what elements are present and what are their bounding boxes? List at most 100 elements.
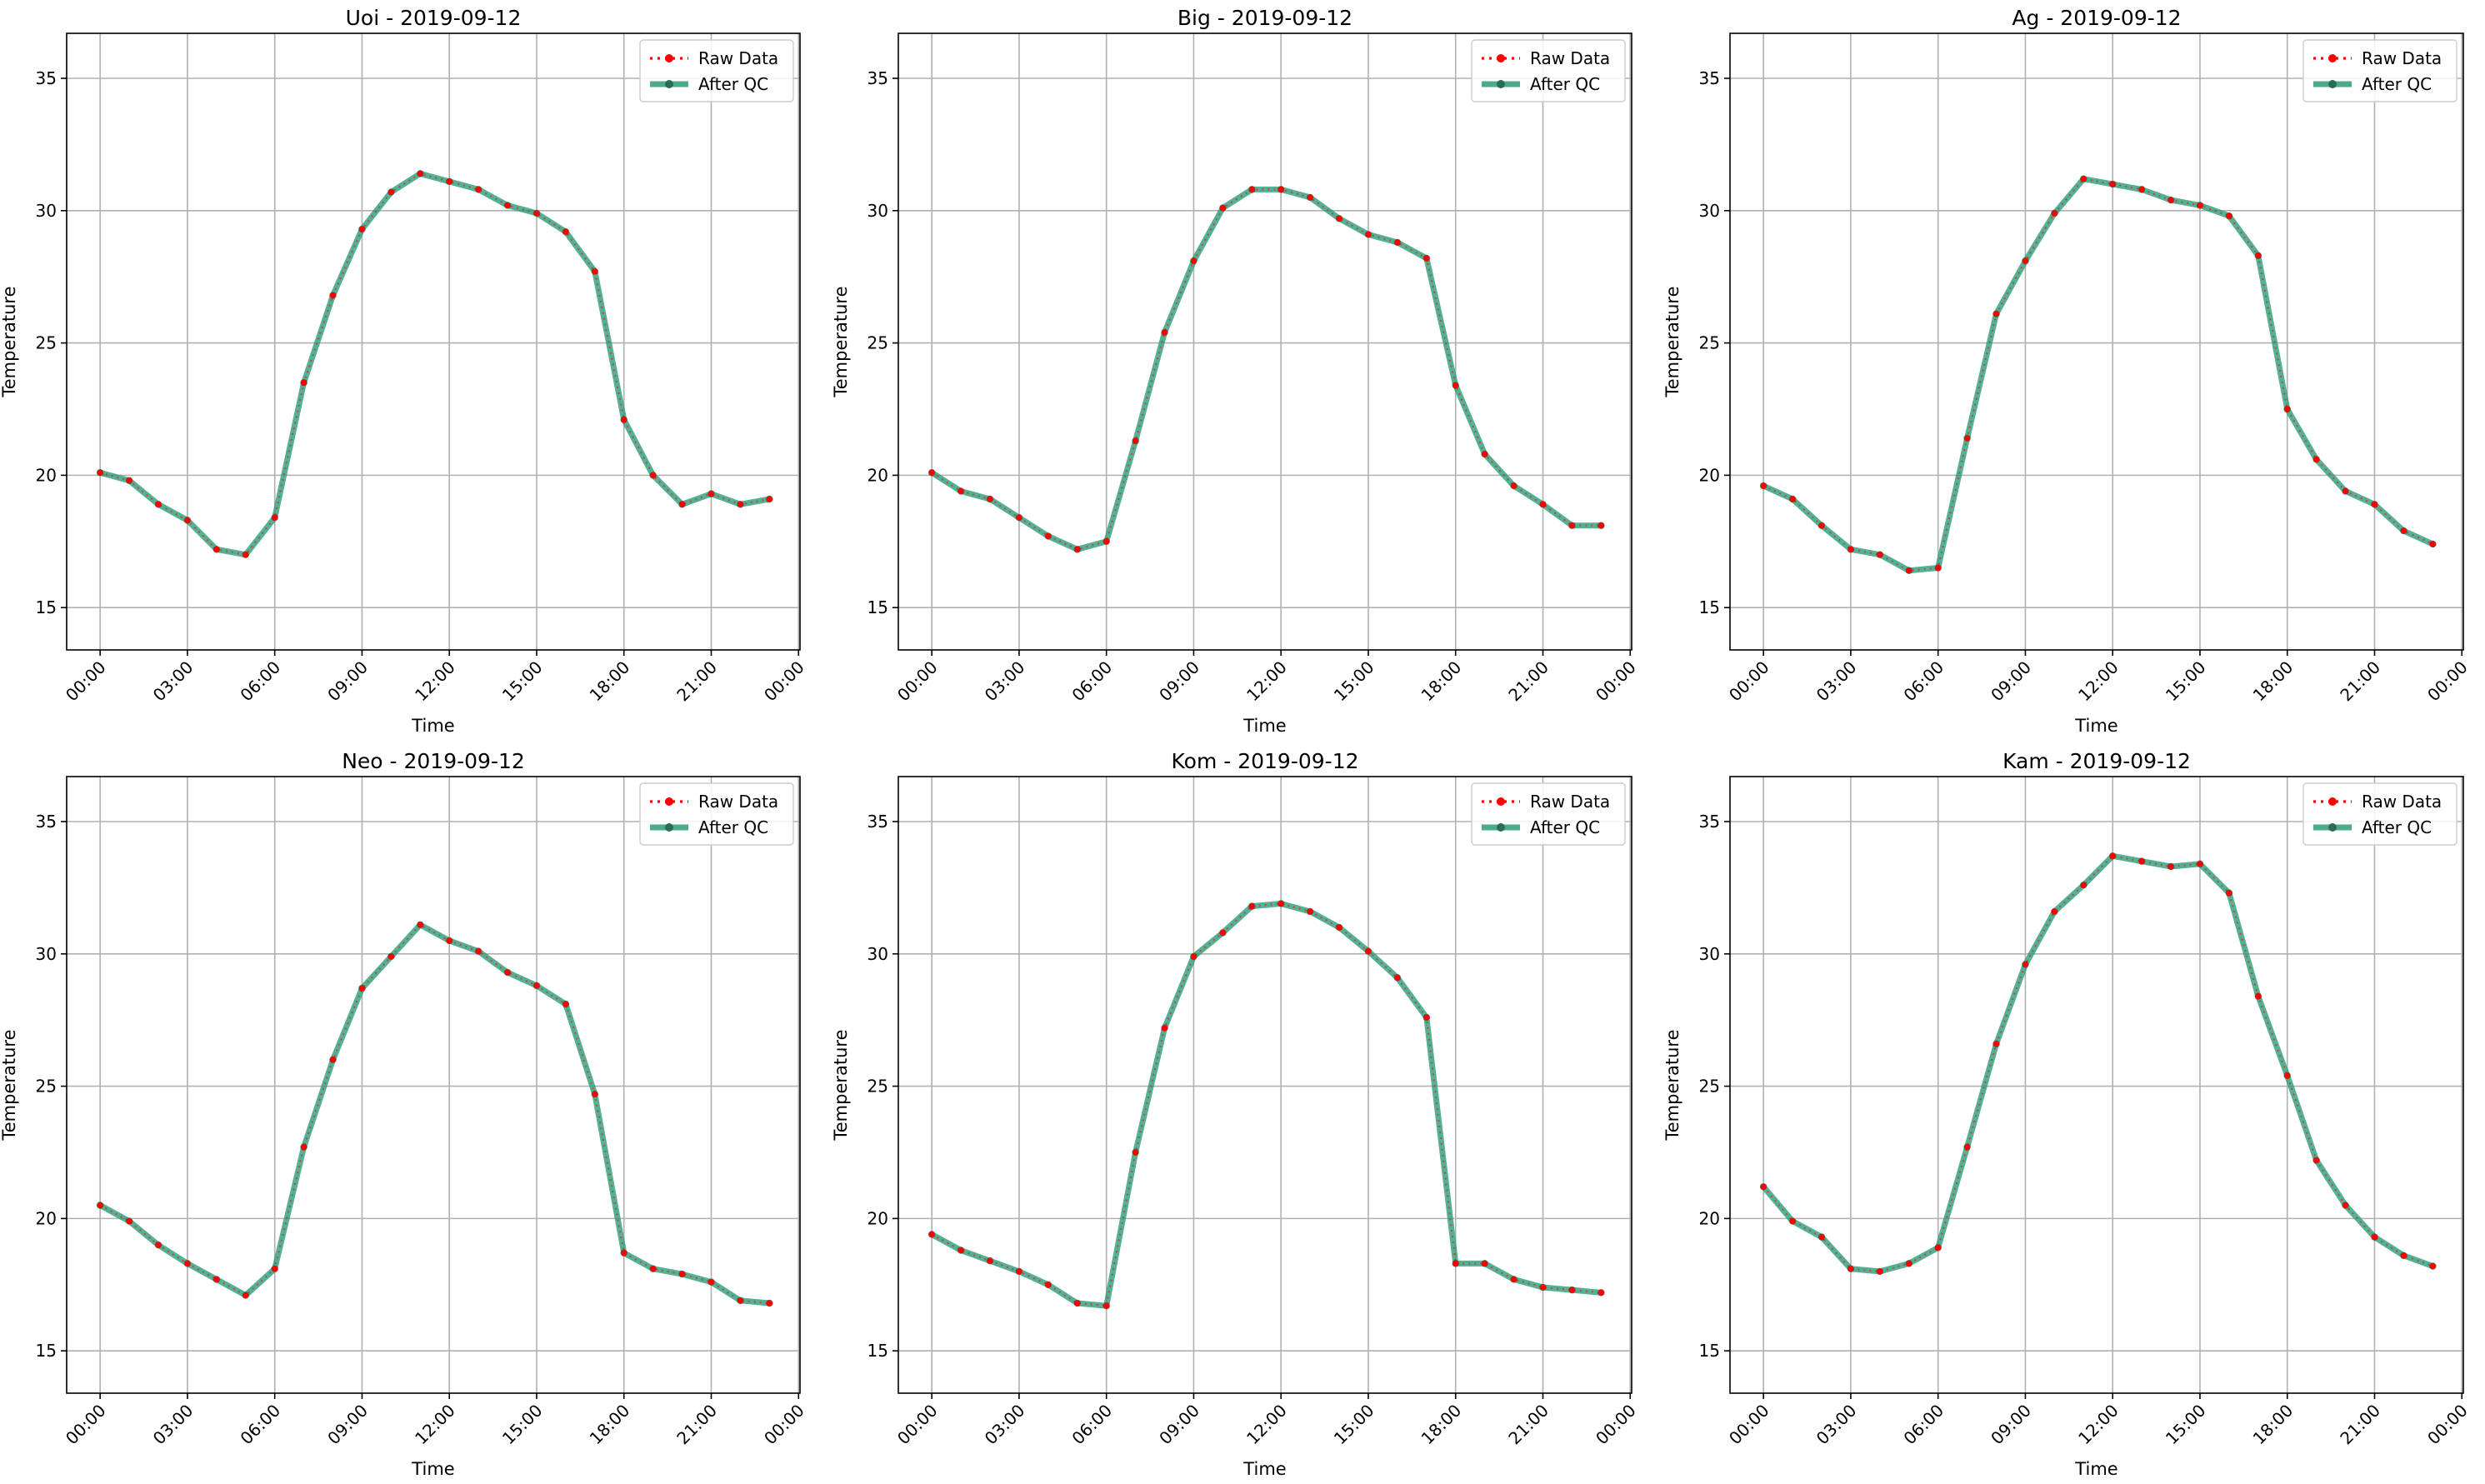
y-tick-label: 25 [868, 1077, 888, 1097]
legend-raw-label: Raw Data [698, 48, 778, 68]
raw-data-point [1568, 522, 1576, 529]
legend-raw-label: Raw Data [2362, 48, 2442, 68]
series-raw-data [928, 900, 1604, 1309]
raw-data-point [1074, 1300, 1081, 1307]
raw-data-point [1219, 205, 1226, 212]
grid [1730, 33, 2463, 650]
raw-data-point [1935, 1244, 1942, 1251]
legend: Raw Data After QC [2302, 39, 2458, 102]
raw-data-point [97, 469, 103, 476]
raw-data-point [1539, 501, 1547, 507]
y-axis-label: Temperature [1662, 286, 1682, 397]
raw-data-point [1248, 186, 1255, 192]
raw-data-point [1818, 522, 1825, 529]
raw-data-point [958, 1247, 964, 1254]
grid [67, 33, 800, 650]
axes-frame [898, 32, 1632, 651]
x-tick-label: 12:00 [1242, 657, 1291, 706]
subplot-5: 15 20 25 30 35 00:00 03:00 06:00 09:00 12:00 15:00… [1662, 749, 2472, 1479]
x-tick-label: 06:00 [1899, 1401, 1948, 1449]
x-tick-label: 09:00 [323, 1401, 372, 1449]
after-qc-line [98, 922, 770, 1307]
raw-data-point [2197, 202, 2203, 209]
raw-data-point [1877, 1268, 1883, 1275]
y-tick-label: 25 [36, 333, 57, 353]
grid [67, 777, 800, 1393]
raw-data-point [184, 1260, 191, 1267]
raw-data-point [1992, 311, 2000, 317]
chart-title: Kom - 2019-09-12 [1172, 749, 1359, 773]
legend-qc-label: After QC [2362, 74, 2432, 94]
series-after-qc [1759, 175, 2437, 574]
raw-data-point [2342, 487, 2349, 495]
raw-data-point [388, 188, 394, 196]
raw-data-point [1365, 948, 1372, 955]
raw-data-point [2255, 252, 2262, 259]
raw-data-point [2429, 1262, 2436, 1270]
subplot-2: 15 20 25 30 35 00:00 03:00 06:00 09:00 12:00 15:00… [1662, 6, 2472, 736]
raw-data-point [1045, 532, 1052, 540]
raw-data-point [708, 491, 715, 497]
x-tick-label: 18:00 [1418, 1401, 1466, 1449]
raw-data-point [1482, 1260, 1488, 1267]
raw-data-point [1161, 329, 1168, 336]
raw-data-point [1103, 538, 1110, 545]
x-tick-label: 06:00 [1899, 657, 1948, 706]
legend-raw-marker [2328, 797, 2337, 806]
y-axis-label: Temperature [0, 1029, 19, 1141]
x-tick-label: 00:00 [2423, 1401, 2472, 1449]
raw-data-point [621, 1250, 628, 1257]
raw-data-point [1423, 255, 1430, 262]
y-tick-label: 20 [1699, 465, 1720, 485]
raw-data-line [1762, 177, 2433, 572]
raw-data-point [1045, 1282, 1052, 1288]
legend-qc-label: After QC [698, 817, 768, 837]
x-tick-label: 09:00 [323, 657, 372, 706]
raw-data-point [2168, 863, 2174, 870]
raw-data-point [1539, 1284, 1547, 1291]
raw-data-point [2400, 527, 2408, 534]
x-tick-label: 18:00 [2249, 1401, 2298, 1449]
x-tick-label: 09:00 [1155, 657, 1203, 706]
x-tick-label: 09:00 [1987, 657, 2035, 706]
raw-data-point [737, 1297, 744, 1304]
legend: Raw Data After QC [639, 782, 794, 846]
raw-data-point [987, 496, 993, 502]
raw-data-point [446, 937, 452, 944]
series-after-qc [928, 186, 1605, 553]
x-tick-label: 15:00 [1330, 657, 1378, 706]
raw-data-point [2080, 176, 2087, 182]
legend-raw-marker [1497, 54, 1505, 62]
x-tick-label: 21:00 [1504, 657, 1552, 706]
raw-data-point [2226, 890, 2232, 897]
raw-data-point [1848, 546, 1854, 552]
y-tick-label: 30 [36, 201, 57, 221]
x-tick-label: 03:00 [981, 1401, 1029, 1449]
x-tick-label: 09:00 [1987, 1401, 2035, 1449]
x-tick-label: 18:00 [1418, 657, 1466, 706]
x-tick-label: 00:00 [1725, 657, 1773, 706]
raw-data-point [1161, 1025, 1168, 1032]
series-raw-data [1760, 176, 2436, 574]
raw-data-point [155, 1242, 162, 1248]
raw-data-point [650, 472, 657, 478]
raw-data-point [272, 514, 278, 521]
x-tick-label: 06:00 [1068, 1401, 1116, 1449]
raw-data-point [2226, 212, 2232, 219]
x-tick-label: 03:00 [1812, 1401, 1861, 1449]
raw-data-line [99, 172, 770, 556]
legend-qc-marker [1497, 823, 1505, 832]
raw-data-point [1992, 1041, 2000, 1047]
raw-data-point [2051, 210, 2058, 217]
chart-title: Uoi - 2019-09-12 [346, 6, 522, 30]
raw-data-point [2051, 908, 2058, 915]
x-tick-label: 03:00 [149, 1401, 198, 1449]
x-tick-label: 15:00 [2162, 1401, 2210, 1449]
x-tick-label: 00:00 [1592, 657, 1640, 706]
grid [1730, 777, 2463, 1393]
raw-data-point [1132, 1149, 1139, 1156]
raw-data-point [272, 1266, 278, 1272]
legend-raw-label: Raw Data [1530, 48, 1610, 68]
after-qc-line [930, 186, 1602, 552]
legend-qc-label: After QC [698, 74, 768, 94]
